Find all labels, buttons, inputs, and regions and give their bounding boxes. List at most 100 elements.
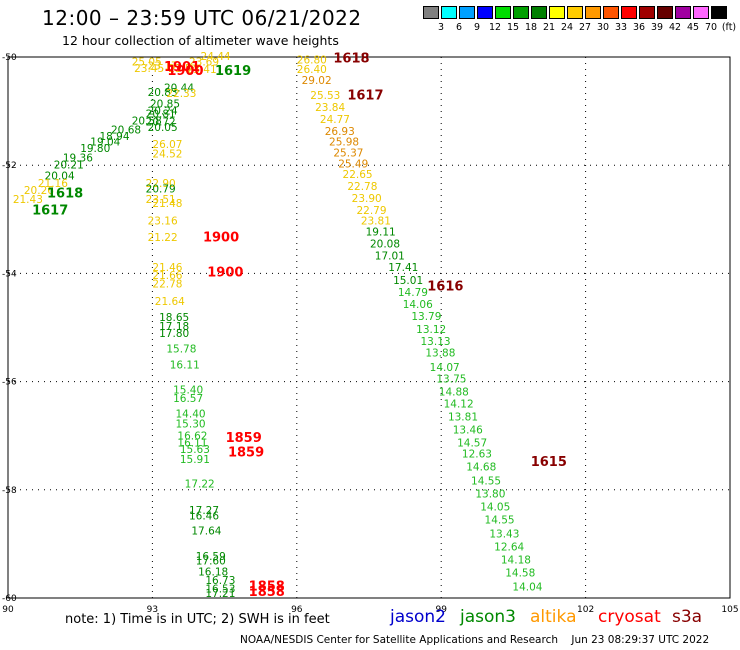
colorbar-swatch <box>711 6 727 19</box>
colorbar-swatch <box>531 6 547 19</box>
wave-height-label: 20.81 <box>146 109 176 121</box>
wave-height-label: 23.90 <box>352 193 382 205</box>
wave-height-label: 23.45 <box>134 63 164 75</box>
wave-height-label: 13.46 <box>453 425 483 437</box>
wave-height-label: 17.41 <box>388 262 418 274</box>
colorbar-swatch <box>621 6 637 19</box>
x-tick-label: 96 <box>291 605 303 615</box>
x-tick-label: 90 <box>2 605 14 615</box>
colorbar-swatch <box>603 6 619 19</box>
y-tick-label: -58 <box>2 486 17 496</box>
colorbar-label: 18 <box>524 22 538 33</box>
wave-height-label: 16.53 <box>205 584 235 596</box>
x-tick-label: 105 <box>721 605 738 615</box>
colorbar-swatch <box>639 6 655 19</box>
wave-height-label: 25.05 <box>132 57 162 69</box>
wave-height-label: 15.78 <box>166 343 196 355</box>
pass-number-label: 1858 <box>249 585 285 600</box>
plot-frame <box>7 56 731 599</box>
colorbar-label: 33 <box>614 22 628 33</box>
wave-height-label: 18.94 <box>99 131 129 143</box>
units-note: note: 1) Time is in UTC; 2) SWH is in fe… <box>65 612 330 627</box>
colorbar-label: 36 <box>632 22 646 33</box>
pass-number-label: 1900 <box>207 266 243 281</box>
wave-height-label: 14.07 <box>430 362 460 374</box>
chart-title: 12:00 – 23:59 UTC 06/21/2022 <box>42 6 362 30</box>
credit-footer: NOAA/NESDIS Center for Satellite Applica… <box>240 634 710 646</box>
wave-height-label: 21.43 <box>13 194 43 206</box>
pass-number-label: 1619 <box>215 64 251 79</box>
wave-height-label: 25.49 <box>338 158 368 170</box>
wave-height-label: 20.21 <box>54 159 84 171</box>
colorbar-label: (ft) <box>721 22 737 33</box>
wave-height-label: 17.80 <box>159 328 189 340</box>
pass-number-label: 1859 <box>226 431 262 446</box>
wave-height-label: 20.79 <box>146 183 176 195</box>
wave-height-label: 17.60 <box>196 555 226 567</box>
wave-height-label: 20.04 <box>45 170 75 182</box>
wave-height-label: 22.78 <box>347 181 377 193</box>
colorbar-swatch <box>693 6 709 19</box>
wave-height-label: 20.26 <box>24 185 54 197</box>
wave-height-label: 14.58 <box>505 567 535 579</box>
wave-height-label: 12.64 <box>494 541 524 553</box>
wave-height-label: 13.75 <box>436 374 466 386</box>
legend-item-cryosat: cryosat <box>598 607 661 627</box>
colorbar-swatch <box>585 6 601 19</box>
wave-height-label: 25.53 <box>310 90 340 102</box>
wave-height-label: 26.07 <box>152 139 182 151</box>
pass-number-label: 1616 <box>427 280 463 295</box>
wave-height-label: 23.84 <box>315 102 345 114</box>
wave-height-label: 20.58 <box>132 116 162 128</box>
wave-height-label: 14.88 <box>439 387 469 399</box>
wave-height-label: 15.01 <box>393 275 423 287</box>
wave-height-label: 20.44 <box>164 83 194 95</box>
wave-height-label: 17.01 <box>375 250 405 262</box>
wave-height-label: 17.27 <box>189 505 219 517</box>
legend-item-jason3: jason3 <box>460 607 516 627</box>
wave-height-label: 13.13 <box>421 336 451 348</box>
wave-height-label: 14.18 <box>501 554 531 566</box>
wave-height-label: 19.36 <box>63 152 93 164</box>
colorbar-swatch <box>657 6 673 19</box>
colorbar-label: 27 <box>578 22 592 33</box>
wave-height-label: 18.65 <box>159 312 189 324</box>
wave-height-label: 22.90 <box>146 178 176 190</box>
wave-height-label: 13.81 <box>448 412 478 424</box>
legend-item-s3a: s3a <box>672 607 703 627</box>
wave-height-label: 23.17 <box>148 60 178 72</box>
wave-height-label: 16.11 <box>177 438 207 450</box>
wave-height-label: 20.05 <box>148 122 178 134</box>
wave-height-label: 26.40 <box>297 64 327 76</box>
wave-height-label: 21.22 <box>148 232 178 244</box>
colorbar-swatch <box>459 6 475 19</box>
colorbar-label: 15 <box>506 22 520 33</box>
wave-height-label: 20.85 <box>150 98 180 110</box>
wave-height-label: 19.04 <box>90 137 120 149</box>
colorbar-label: 6 <box>455 22 463 33</box>
wave-height-label: 20.24 <box>148 105 178 117</box>
wave-height-label: 26.80 <box>297 54 327 66</box>
colorbar-label: 21 <box>542 22 556 33</box>
wave-height-label: 14.55 <box>485 514 515 526</box>
wave-height-label: 17.22 <box>185 479 215 491</box>
wave-height-label: 24.44 <box>201 51 231 63</box>
wave-height-label: 22.33 <box>166 88 196 100</box>
wave-height-label: 15.63 <box>180 444 210 456</box>
wave-height-label: 23.16 <box>148 216 178 228</box>
legend-item-jason2: jason2 <box>390 607 446 627</box>
wave-height-label: 14.12 <box>444 399 474 411</box>
y-tick-label: -52 <box>2 161 17 171</box>
wave-height-label: 23.54 <box>168 63 198 75</box>
wave-height-label: 22.79 <box>356 205 386 217</box>
wave-height-label: 14.06 <box>403 299 433 311</box>
colorbar-swatch <box>675 6 691 19</box>
wave-height-label: 16.18 <box>198 566 228 578</box>
colorbar-label: 3 <box>437 22 445 33</box>
y-tick-label: -50 <box>2 53 17 63</box>
wave-height-label: 21.48 <box>152 198 182 210</box>
wave-height-label: 17.18 <box>159 321 189 333</box>
wave-height-label: 13.43 <box>489 528 519 540</box>
wave-height-label: 20.68 <box>111 124 141 136</box>
